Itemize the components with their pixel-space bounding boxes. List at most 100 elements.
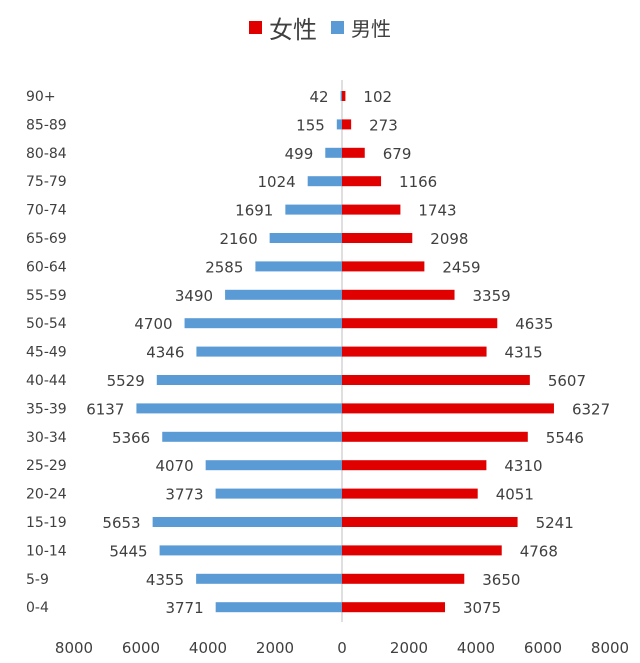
category-label: 5-9 bbox=[26, 572, 49, 588]
male-bar bbox=[196, 573, 342, 584]
male-bar bbox=[255, 261, 342, 272]
female-bar bbox=[342, 91, 346, 101]
male-bar bbox=[325, 147, 342, 158]
male-bar bbox=[205, 460, 342, 471]
male-value-label: 4070 bbox=[155, 457, 193, 475]
male-bar bbox=[152, 517, 342, 527]
category-label: 90+ bbox=[26, 89, 56, 105]
female-value-label: 2459 bbox=[442, 258, 480, 276]
male-bar bbox=[336, 119, 342, 130]
male-bar bbox=[225, 289, 342, 300]
male-value-label: 4700 bbox=[134, 315, 172, 333]
male-bar bbox=[184, 318, 342, 329]
legend-item-male: 男性 bbox=[331, 13, 391, 42]
male-bar bbox=[162, 431, 342, 442]
male-value-label: 5529 bbox=[107, 372, 145, 390]
male-value-label: 5445 bbox=[109, 542, 147, 560]
female-bar bbox=[342, 431, 528, 442]
category-label: 30-34 bbox=[26, 430, 67, 446]
female-value-label: 1743 bbox=[418, 202, 456, 220]
male-value-label: 3771 bbox=[165, 599, 203, 617]
male-value-label: 5653 bbox=[102, 514, 140, 532]
female-value-label: 273 bbox=[369, 116, 398, 134]
legend-swatch-female bbox=[249, 21, 262, 34]
male-value-label: 2585 bbox=[205, 258, 243, 276]
female-bar bbox=[342, 318, 498, 329]
female-value-label: 5607 bbox=[548, 372, 586, 390]
female-bar bbox=[342, 517, 518, 527]
legend-label-female: 女性 bbox=[269, 16, 317, 44]
category-label: 35-39 bbox=[26, 401, 67, 417]
female-value-label: 3359 bbox=[473, 287, 511, 305]
category-label: 60-64 bbox=[26, 259, 67, 275]
legend-label-male: 男性 bbox=[351, 17, 391, 41]
female-bar bbox=[342, 233, 413, 243]
chart-legend: 女性 男性 bbox=[0, 10, 640, 45]
male-bar bbox=[269, 233, 342, 243]
male-bar bbox=[196, 346, 342, 357]
category-label: 45-49 bbox=[26, 345, 67, 361]
female-value-label: 2098 bbox=[430, 230, 468, 248]
male-value-label: 499 bbox=[285, 145, 314, 163]
male-value-label: 3773 bbox=[165, 486, 203, 504]
category-label: 55-59 bbox=[26, 288, 67, 304]
male-value-label: 42 bbox=[309, 88, 328, 106]
female-value-label: 4051 bbox=[496, 486, 534, 504]
category-label: 80-84 bbox=[26, 146, 67, 162]
female-value-label: 4315 bbox=[505, 344, 543, 362]
male-bar bbox=[156, 375, 342, 385]
male-value-label: 4346 bbox=[146, 344, 184, 362]
male-value-label: 3490 bbox=[175, 287, 213, 305]
male-value-label: 6137 bbox=[86, 400, 124, 418]
male-bar bbox=[340, 91, 342, 101]
category-label: 85-89 bbox=[26, 117, 67, 133]
female-bar bbox=[342, 346, 487, 357]
female-bar bbox=[342, 261, 425, 272]
female-bar bbox=[342, 119, 352, 130]
male-value-label: 155 bbox=[296, 116, 325, 134]
male-value-label: 1691 bbox=[235, 202, 273, 220]
female-bar bbox=[342, 375, 530, 385]
x-tick-label: 6000 bbox=[122, 639, 160, 657]
female-value-label: 1166 bbox=[399, 173, 437, 191]
female-value-label: 5546 bbox=[546, 429, 584, 447]
female-bar bbox=[342, 488, 478, 499]
female-bar bbox=[342, 403, 554, 414]
female-value-label: 679 bbox=[383, 145, 412, 163]
female-bar bbox=[342, 147, 365, 158]
female-value-label: 3650 bbox=[482, 571, 520, 589]
female-value-label: 5241 bbox=[536, 514, 574, 532]
x-tick-label: 2000 bbox=[256, 639, 294, 657]
female-bar bbox=[342, 204, 401, 215]
category-label: 10-14 bbox=[26, 543, 67, 559]
male-bar bbox=[307, 176, 342, 187]
x-tick-label: 8000 bbox=[55, 639, 93, 657]
category-label: 25-29 bbox=[26, 458, 67, 474]
male-value-label: 2160 bbox=[219, 230, 257, 248]
x-tick-label: 6000 bbox=[524, 639, 562, 657]
male-value-label: 4355 bbox=[146, 571, 184, 589]
x-tick-label: 0 bbox=[337, 639, 347, 657]
category-label: 15-19 bbox=[26, 515, 67, 531]
x-tick-label: 4000 bbox=[189, 639, 227, 657]
female-value-label: 102 bbox=[363, 88, 392, 106]
category-label: 0-4 bbox=[26, 600, 49, 616]
female-value-label: 4768 bbox=[520, 542, 558, 560]
male-bar bbox=[136, 403, 342, 414]
female-bar bbox=[342, 602, 446, 613]
female-bar bbox=[342, 289, 455, 300]
x-tick-label: 8000 bbox=[591, 639, 629, 657]
female-value-label: 4310 bbox=[504, 457, 542, 475]
female-value-label: 4635 bbox=[515, 315, 553, 333]
category-label: 20-24 bbox=[26, 487, 67, 503]
male-bar bbox=[285, 204, 342, 215]
female-value-label: 3075 bbox=[463, 599, 501, 617]
male-value-label: 5366 bbox=[112, 429, 150, 447]
category-label: 75-79 bbox=[26, 174, 67, 190]
male-value-label: 1024 bbox=[258, 173, 296, 191]
male-bar bbox=[159, 545, 342, 556]
female-bar bbox=[342, 573, 465, 584]
legend-swatch-male bbox=[331, 21, 344, 34]
legend-item-female: 女性 bbox=[249, 10, 317, 45]
